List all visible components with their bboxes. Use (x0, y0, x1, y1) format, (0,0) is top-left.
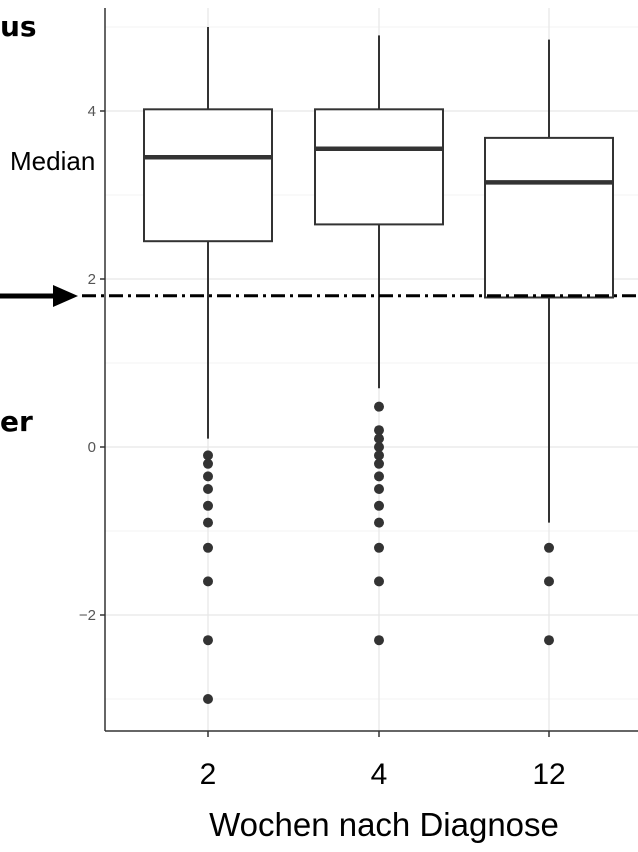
outlier-point (203, 471, 213, 482)
side-text-bottom: er (0, 405, 33, 438)
outlier-point (203, 450, 213, 461)
outlier-point (203, 517, 213, 528)
outlier-point (203, 694, 213, 704)
x-axis-title: Wochen nach Diagnose (209, 806, 559, 843)
outlier-point (374, 576, 384, 587)
side-text-top: us (0, 10, 37, 43)
outlier-point (374, 471, 384, 482)
outlier-point (203, 576, 213, 587)
outlier-point (374, 517, 384, 528)
outlier-point (374, 425, 384, 436)
outlier-point (203, 500, 213, 511)
x-tick-label: 2 (200, 758, 217, 791)
outlier-point (203, 542, 213, 553)
outlier-point (544, 576, 554, 587)
outlier-point (374, 442, 384, 452)
y-tick-label: −2 (79, 607, 96, 624)
x-ticks: 2 4 12 (200, 731, 566, 791)
outlier-point (374, 484, 384, 494)
y-tick-label: 0 (88, 439, 96, 456)
outlier-point (374, 500, 384, 511)
outlier-point (374, 450, 384, 461)
box-iqr (314, 108, 444, 226)
x-tick-label: 4 (371, 758, 388, 791)
outliers-group (203, 401, 554, 704)
median-annotation: Median (10, 146, 95, 176)
outlier-point (374, 401, 384, 412)
y-ticks: −2 0 2 4 (79, 103, 105, 624)
y-tick-label: 2 (88, 271, 96, 288)
outlier-point (374, 635, 384, 646)
outlier-point (374, 458, 384, 469)
x-tick-label: 12 (532, 758, 565, 791)
outlier-point (544, 542, 554, 553)
box-iqr (484, 136, 614, 299)
right-arrow-icon (0, 285, 78, 307)
outlier-point (544, 635, 554, 646)
outlier-point (203, 635, 213, 646)
outlier-point (374, 433, 384, 444)
box-iqr (143, 108, 273, 243)
outlier-point (374, 542, 384, 553)
outlier-point (203, 458, 213, 469)
outlier-point (203, 484, 213, 494)
y-tick-label: 4 (88, 103, 96, 120)
boxes-group (143, 27, 614, 523)
